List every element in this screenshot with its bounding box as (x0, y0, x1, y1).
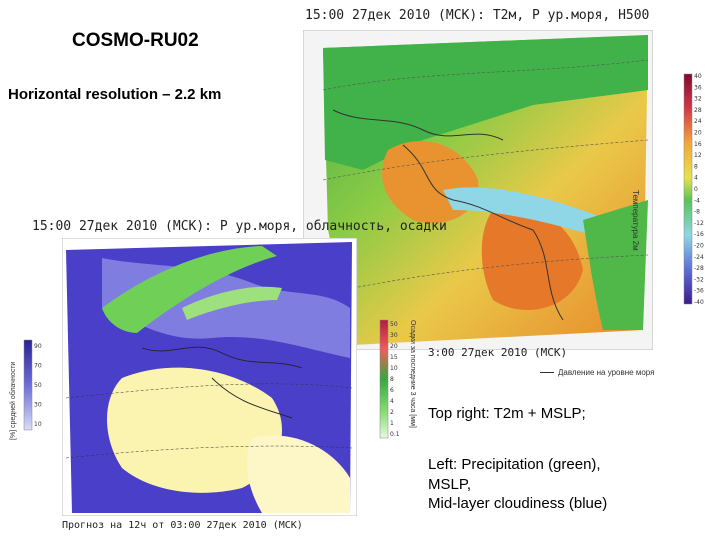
t2m-colorbar-tick: 28 (694, 107, 702, 114)
t2m-colorbar-tick: 12 (694, 152, 702, 159)
top-map-header: 15:00 27дек 2010 (МСК): Т2м, P ур.моря, … (305, 8, 650, 23)
precip-coastline (141, 346, 303, 419)
t2m-map (303, 30, 653, 350)
cloud-axis-label: [%] средней облачности (10, 361, 17, 440)
cloud-colorbar-tick: 30 (34, 402, 42, 409)
t2m-colorbar-tick: -4 (694, 197, 700, 204)
mslp-legend: Давление на уровне моря (540, 368, 655, 377)
cloud-colorbar-fill (23, 339, 33, 431)
t2m-colorbar-tick: -36 (694, 288, 704, 295)
precip-colorbar-tick: 1 (390, 420, 394, 427)
t2m-colorbar-tick: -28 (694, 265, 704, 272)
t2m-colorbar-tick: 16 (694, 141, 702, 148)
t2m-colorbar-tick: -16 (694, 231, 704, 238)
t2m-colorbar-tick: -12 (694, 220, 704, 227)
cloud-colorbar-tick: 90 (34, 343, 42, 350)
precip-cloud-map (62, 238, 357, 516)
t2m-caspian-warm (481, 207, 583, 310)
t2m-colorbar-tick: -40 (694, 299, 704, 306)
mslp-legend-text: Давление на уровне моря (558, 368, 655, 377)
precip-colorbar-ticks: 50 30 20 15 10 8 6 4 2 1 0.1 (390, 321, 400, 438)
precip-isobars (65, 383, 353, 459)
t2m-colorbar-tick: 36 (694, 84, 702, 91)
t2m-colorbar-tick: 24 (694, 118, 702, 125)
t2m-colorbar-tick: 0 (694, 186, 698, 193)
clear-area-east (246, 435, 350, 513)
cloud-colorbar: 90 70 50 30 10 (23, 339, 42, 431)
slide-subtitle: Horizontal resolution – 2.2 km (8, 86, 222, 103)
precip-colorbar-tick: 10 (390, 365, 398, 372)
cloud-colorbar-tick: 10 (34, 421, 42, 428)
slide-title: COSMO-RU02 (72, 30, 199, 51)
precip-colorbar-tick: 15 (390, 354, 398, 361)
precip-colorbar-tick: 30 (390, 332, 398, 339)
t2m-colorbar-tick: -8 (694, 209, 700, 216)
t2m-colorbar-tick: 4 (694, 175, 698, 182)
precip-colorbar-tick: 0.1 (390, 431, 400, 438)
t2m-coastline (332, 109, 564, 321)
t2m-east-green (583, 200, 648, 330)
cloud-colorbar-tick: 50 (34, 382, 42, 389)
t2m-colorbar-fill (683, 73, 693, 305)
clear-area (107, 367, 282, 493)
precip-colorbar-fill (379, 319, 389, 439)
cloud-colorbar-tick: 70 (34, 363, 42, 370)
precip-colorbar-tick: 20 (390, 343, 398, 350)
precip-patch (182, 286, 282, 320)
left-map-header: 15:00 27дек 2010 (МСК): P ур.моря, облач… (32, 219, 447, 234)
note-left: Left: Precipitation (green), MSLP, Mid-l… (428, 456, 608, 512)
t2m-colorbar-tick: -32 (694, 276, 704, 283)
cloud-colorbar-ticks: 90 70 50 30 10 (34, 343, 42, 428)
precip-colorbar-tick: 4 (390, 398, 394, 405)
t2m-colorbar-ticks: 4036322824201612840-4-8-12-16-20-24-28-3… (694, 73, 704, 306)
forecast-label: Прогноз на 12ч от 03:00 27дек 2010 (МСК) (62, 520, 303, 531)
precip-colorbar-tick: 8 (390, 376, 394, 383)
t2m-colorbar-tick: 8 (694, 163, 698, 170)
t2m-colorbar-label: Температура 2м (631, 190, 640, 251)
precip-colorbar-tick: 6 (390, 387, 394, 394)
t2m-colorbar: 4036322824201612840-4-8-12-16-20-24-28-3… (683, 73, 704, 306)
t2m-colorbar-tick: -24 (694, 254, 704, 261)
t2m-colorbar-tick: 20 (694, 130, 702, 137)
t2m-colorbar-tick: 32 (694, 96, 702, 103)
precip-band (102, 246, 277, 333)
top-map-time-label: 3:00 27дек 2010 (МСК) (428, 346, 568, 359)
t2m-coastal-green (323, 35, 648, 170)
note-top-right: Top right: T2m + MSLP; (428, 405, 586, 422)
t2m-isobars (322, 59, 649, 291)
precip-colorbar-tick: 2 (390, 409, 394, 416)
precip-colorbar-tick: 50 (390, 321, 398, 328)
precip-colorbar: 50 30 20 15 10 8 6 4 2 1 0.1 (379, 319, 400, 439)
t2m-colorbar-tick: -20 (694, 243, 704, 250)
precip-axis-label: Осадки за последние 3 часа [мм] (409, 320, 416, 428)
t2m-colorbar-tick: 40 (694, 73, 702, 80)
